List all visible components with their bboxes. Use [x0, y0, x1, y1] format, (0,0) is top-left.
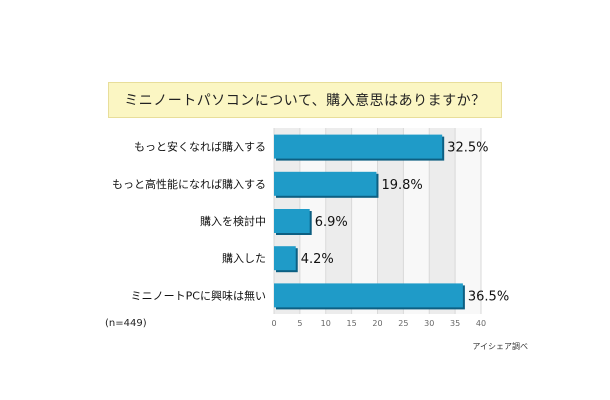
value-label: 4.2% [301, 252, 334, 267]
bar [274, 209, 310, 233]
value-label: 19.8% [381, 178, 422, 193]
category-label: 購入を検討中 [200, 214, 266, 228]
category-label: もっと安くなれば購入する [134, 140, 266, 154]
category-labels: もっと安くなれば購入するもっと高性能になれば購入する購入を検討中購入したミニノー… [112, 140, 266, 303]
category-label: ミニノートPCに興味は無い [131, 288, 266, 302]
x-tick-label: 35 [450, 319, 460, 328]
category-label: 購入した [222, 251, 266, 265]
x-tick-label: 15 [347, 319, 357, 328]
x-tick-label: 10 [321, 319, 331, 328]
chart-title: ミニノートパソコンについて、購入意思はありますか？ [108, 82, 502, 118]
x-tick-label: 20 [372, 319, 382, 328]
bar [274, 134, 443, 159]
bar [274, 283, 463, 308]
value-label: 32.5% [447, 141, 488, 156]
source-note: アイシェア調べ [472, 342, 528, 351]
value-label: 36.5% [468, 289, 509, 304]
plot-band [455, 128, 481, 314]
x-axis: 0 5 10 15 20 25 30 35 40 [271, 319, 486, 328]
value-label: 6.9% [315, 215, 348, 230]
category-label: もっと高性能になれば購入する [112, 177, 266, 191]
x-tick-label: 40 [476, 319, 486, 328]
x-tick-label: 5 [297, 319, 302, 328]
x-tick-label: 25 [398, 319, 408, 328]
bars [274, 134, 465, 310]
bar [274, 246, 296, 271]
x-tick-label: 0 [271, 319, 276, 328]
sample-size-note: (n=449) [105, 318, 147, 329]
x-tick-label: 30 [424, 319, 434, 328]
value-labels: 32.5% 19.8% 6.9% 4.2% 36.5% [301, 141, 509, 305]
bar [274, 171, 377, 196]
